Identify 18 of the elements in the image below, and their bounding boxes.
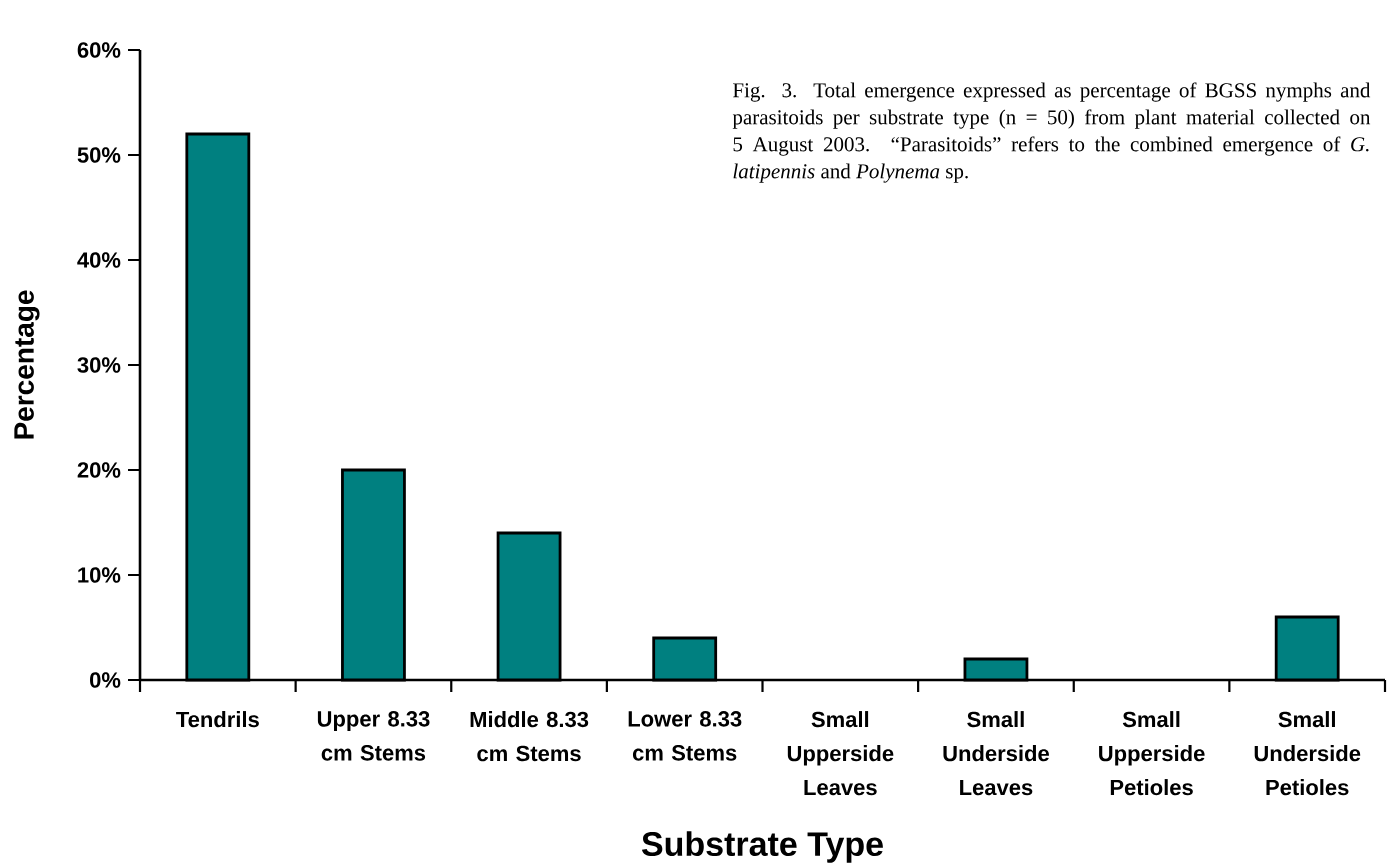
y-tick-label: 50%: [77, 147, 121, 163]
x-tick-label: Middle 8.33 cm Stems: [470, 711, 589, 762]
y-tick-label: 20%: [77, 462, 121, 478]
x-tick-label: Small Underside Leaves: [943, 711, 1049, 796]
x-tick-label: Upper 8.33 cm Stems: [317, 711, 430, 761]
x-tick-label: Small Upperside Petioles: [1099, 711, 1205, 796]
x-axis-title: Substrate Type: [641, 831, 883, 863]
x-tick-label: Lower 8.33 cm Stems: [628, 711, 742, 761]
y-axis-title: Percentage: [14, 290, 40, 439]
x-tick-label: Tendrils: [176, 711, 259, 728]
y-tick-label: 40%: [77, 252, 121, 268]
y-tick-label: 30%: [77, 357, 121, 373]
y-tick-label: 60%: [77, 42, 121, 58]
x-tick-label: Small Underside Petioles: [1254, 711, 1361, 796]
x-tick-label: Small Upperside Leaves: [787, 711, 894, 796]
y-tick-label: 10%: [78, 567, 121, 583]
text: Fig. 3. Total emergence expressed as percentage of BGSS nymphs and parasitoids per substrate type (n = 50) from plant material collected on 5 August 2003. “Parasitoids” refers to the combined emergence of G. latipennis and Polynema sp.: [732, 82, 1371, 183]
y-tick-label: 0%: [90, 672, 121, 688]
